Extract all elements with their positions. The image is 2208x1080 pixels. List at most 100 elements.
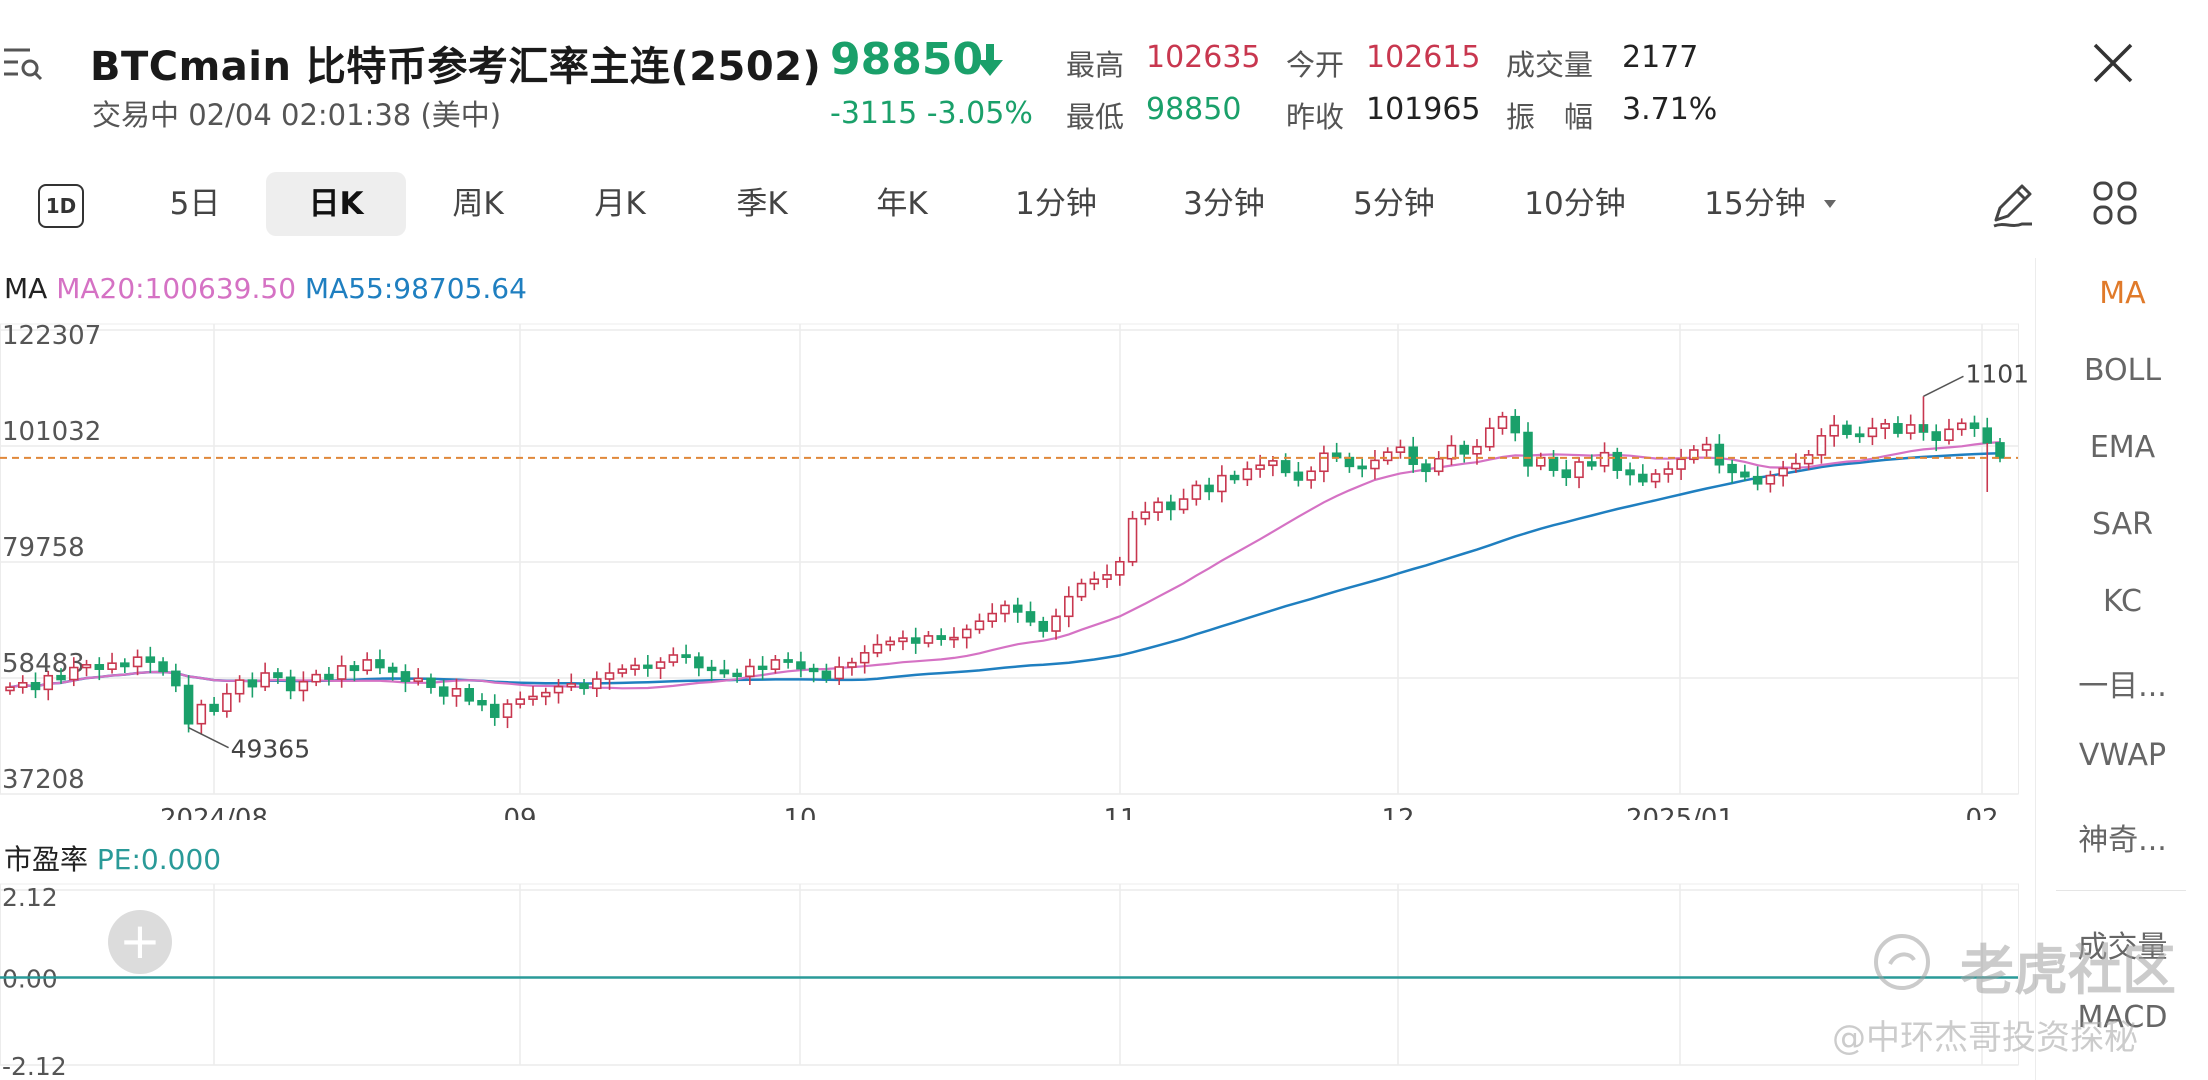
candle-body <box>400 671 411 682</box>
candle-body <box>1484 427 1495 448</box>
candle-body <box>1574 461 1584 479</box>
candle-body <box>961 628 972 639</box>
candle-body <box>362 659 372 672</box>
candle-body <box>1433 457 1444 473</box>
candle-body <box>566 683 577 688</box>
candle-body <box>1689 449 1699 461</box>
candle-body <box>732 672 742 678</box>
candle-body <box>1472 445 1482 455</box>
candle-body <box>1038 620 1049 632</box>
tab-item[interactable]: 10分钟 <box>1524 186 1626 222</box>
candle-body <box>1280 460 1291 474</box>
grid-layout-icon[interactable] <box>2092 180 2138 226</box>
candle-body <box>120 662 130 668</box>
candle-body <box>706 666 717 672</box>
candle-body <box>81 664 92 669</box>
indicator-option[interactable]: SAR <box>2092 507 2153 542</box>
ma55-value: MA55:98705.64 <box>304 272 527 305</box>
candle-body <box>1357 465 1367 470</box>
candle-body <box>1956 422 1967 431</box>
indicator-option[interactable]: VWAP <box>2078 738 2167 773</box>
indicator-option[interactable]: 成交量 <box>2077 930 2168 965</box>
candle-body <box>1854 433 1865 438</box>
candle-body <box>1638 473 1648 483</box>
pe-legend: 市盈率 PE:0.000 <box>4 838 221 878</box>
indicator-option[interactable]: MACD <box>2077 1000 2168 1035</box>
candle-body <box>1829 424 1839 437</box>
candle-body <box>872 643 883 654</box>
tab-item[interactable]: 3分钟 <box>1183 186 1265 222</box>
candle-body <box>936 635 946 640</box>
stat-label: 成交量 <box>1506 48 1594 82</box>
tab-item[interactable]: 年K <box>876 186 928 222</box>
candle-body <box>923 635 934 644</box>
close-icon[interactable] <box>2090 40 2136 86</box>
candle-body <box>1931 431 1941 441</box>
candle-body <box>1127 517 1138 563</box>
stat-value: 98850 <box>1146 92 1242 127</box>
ma20-line <box>9 441 2001 690</box>
candle-body <box>1880 423 1890 429</box>
candle-body <box>171 670 181 687</box>
menu-list-icon[interactable] <box>0 40 44 84</box>
candle-body <box>528 695 538 700</box>
candle-body <box>783 659 793 663</box>
stat-value: 2177 <box>1622 40 1699 75</box>
candle-body <box>1497 415 1508 429</box>
tab-item[interactable]: 1分钟 <box>1015 186 1097 222</box>
candle-body <box>1115 560 1125 576</box>
stat-value: 3.71% <box>1622 92 1718 127</box>
candle-body <box>1752 475 1763 485</box>
tab-item[interactable]: 15分钟 <box>1704 186 1806 222</box>
candle-body <box>413 677 423 682</box>
candle-body <box>285 676 296 692</box>
candle-body <box>451 688 462 697</box>
indicator-option[interactable]: KC <box>2103 584 2142 619</box>
x-tick-label: 2024/08 <box>160 804 268 820</box>
tab-item[interactable]: 季K <box>736 186 788 222</box>
candle-body <box>757 665 768 670</box>
candle-body <box>1242 468 1253 481</box>
indicator-option[interactable]: BOLL <box>2083 353 2162 388</box>
tab-item[interactable]: 5日 <box>169 186 221 222</box>
ma55-line <box>9 451 2001 689</box>
y-tick-label: 101032 <box>2 417 101 447</box>
candle-body <box>1714 443 1725 466</box>
annotation-leader <box>188 727 229 749</box>
down-arrow-icon <box>977 44 1003 76</box>
candle-body <box>209 703 219 712</box>
indicator-option[interactable]: 一目... <box>2078 669 2167 704</box>
tab-item[interactable]: 月K <box>594 186 646 222</box>
tab-1d[interactable]: 1D <box>38 184 84 228</box>
candle-body <box>579 683 589 690</box>
candle-body <box>694 656 704 669</box>
candle-body <box>910 637 921 644</box>
tab-item[interactable]: 周K <box>452 186 504 222</box>
candle-body <box>1701 443 1712 451</box>
x-tick-label: 10 <box>783 804 816 820</box>
dropdown-caret-icon[interactable] <box>1822 198 1838 210</box>
indicator-option[interactable]: 神奇... <box>2078 823 2167 858</box>
candle-body <box>1816 435 1827 456</box>
candle-body <box>770 659 781 670</box>
tab-item[interactable]: 5分钟 <box>1353 186 1435 222</box>
candle-body <box>1803 454 1814 465</box>
candle-body <box>859 652 870 664</box>
indicator-option[interactable]: MA <box>2099 276 2146 311</box>
candle-body <box>1166 501 1176 511</box>
candle-body <box>502 703 513 718</box>
candle-body <box>719 669 730 675</box>
indicator-option[interactable]: EMA <box>2089 430 2156 465</box>
candle-body <box>553 685 564 694</box>
tab-item[interactable]: 日K <box>266 172 406 236</box>
add-indicator-button[interactable]: + <box>108 910 172 974</box>
draw-pen-icon[interactable] <box>1988 180 2038 230</box>
candle-body <box>1867 427 1878 438</box>
watermark-signature: @中环杰哥投资探秘 <box>1832 1018 2138 1058</box>
candle-body <box>1587 461 1597 467</box>
candle-body <box>1178 498 1189 511</box>
candle-body <box>1000 604 1010 615</box>
stat-value: 101965 <box>1366 92 1481 127</box>
candle-body <box>1421 463 1431 473</box>
